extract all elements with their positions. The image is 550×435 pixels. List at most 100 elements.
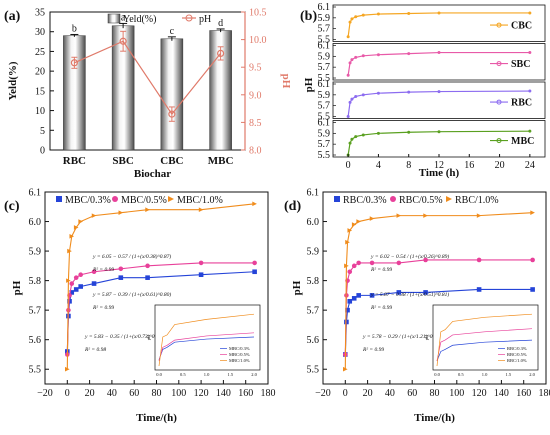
data-point (407, 90, 411, 94)
legend-label: SBC (511, 59, 530, 70)
legend-label: CBC (511, 21, 532, 32)
data-point (198, 207, 204, 213)
data-point (350, 97, 354, 101)
inset-y-label: pH (424, 334, 429, 340)
y-tick-label: 6.1 (318, 41, 331, 52)
fit-r2: R² = 0.99 (370, 305, 392, 311)
y-tick-label: 25 (35, 47, 45, 58)
data-point (78, 219, 83, 224)
legend-marker (168, 196, 174, 202)
data-point (345, 307, 350, 313)
x-tick-label: 80 (152, 388, 162, 399)
x-tick-label: 120 (472, 388, 487, 399)
y2-tick-label: 8.0 (249, 146, 262, 157)
inset-legend-label: RBC/1.0% (507, 358, 527, 363)
data-point (65, 366, 70, 372)
fit-equation: y = 5.87 − 0.39 / (1+(x/0.61)^0.80) (92, 291, 171, 298)
y-tick-label: 5.7 (29, 306, 42, 317)
y-tick-label: 6.1 (307, 188, 320, 199)
inset-x-tick-label: 2.0 (529, 372, 535, 377)
subplot-frame (332, 4, 546, 42)
fit-equation: y = 6.02 − 0.54 / (1+(x/0.26)^0.89) (370, 253, 449, 260)
x-tick-label: 140 (494, 388, 509, 399)
significance-letter: c (170, 26, 175, 37)
inset-x-tick-label: 1.0 (204, 372, 210, 377)
legend-label: RBC/0.5% (399, 195, 443, 206)
x-tick-label: −20 (37, 388, 53, 399)
data-point (350, 58, 354, 62)
y-tick-label: 5.9 (318, 90, 331, 101)
bar (63, 35, 86, 151)
inset-x-tick-label: 1.5 (505, 372, 511, 377)
data-point (361, 133, 365, 137)
x-tick-label: 180 (261, 388, 276, 399)
y-tick-label: 6.1 (318, 118, 331, 129)
data-point (351, 296, 357, 301)
legend-swatch-ph-point (185, 14, 193, 22)
y-tick-label: 5.9 (318, 51, 331, 62)
legend-marker (334, 196, 340, 202)
data-point (145, 263, 150, 269)
fit-equation: y = 5.78 − 0.29 / (1+(x/1.21)^0.66) (362, 333, 441, 340)
panel-a: (a) 0 5 10 15 20 25 30 35 8.0 8.5 9.0 9.5 10.0 10.5 Yel… (4, 8, 292, 181)
data-point (73, 287, 79, 292)
data-point (348, 141, 352, 145)
data-point (407, 130, 411, 134)
y-tick-label: 6.0 (307, 217, 320, 228)
y-tick-label: 5.7 (307, 306, 320, 317)
y-tick-label: 5.5 (307, 365, 320, 376)
data-point (73, 225, 79, 230)
data-point (376, 131, 380, 135)
data-point (346, 35, 350, 39)
legend-label: MBC/1.0% (177, 195, 223, 206)
inset-series-line (436, 313, 533, 367)
data-point (361, 13, 365, 17)
data-point (437, 11, 441, 15)
x-tick-label: 160 (238, 388, 253, 399)
data-point (437, 51, 441, 55)
x-tick-label: 0 (346, 160, 351, 171)
data-point (252, 201, 257, 207)
y-axis-label: pH (11, 280, 23, 295)
y-tick-label: 5.5 (318, 73, 331, 84)
data-point (91, 269, 97, 275)
data-point (361, 54, 365, 58)
data-point (118, 275, 124, 280)
data-point (437, 90, 441, 94)
data-point (252, 269, 257, 275)
x-tick-label: 4 (376, 160, 381, 171)
legend-label-ph: pH (199, 14, 211, 25)
data-point (78, 284, 83, 289)
data-point (476, 287, 482, 292)
legend-marker (496, 138, 502, 144)
significance-letter: a (121, 12, 126, 23)
y-tick-label: 5.5 (318, 112, 331, 123)
inset-x-tick-label: 0.5 (180, 372, 186, 377)
data-point (354, 15, 358, 19)
x-tick-label: 100 (171, 388, 186, 399)
fit-equation: y = 5.87 − 0.38 / (1+(x/0.51)^0.81) (370, 291, 449, 298)
x-axis-label: Time/(h) (136, 412, 177, 424)
data-point (350, 137, 354, 141)
y-tick-label: 5.5 (318, 35, 331, 46)
series-line (347, 90, 530, 117)
inset-frame (432, 304, 539, 371)
panel-label: (a) (4, 9, 21, 24)
significance-letter: d (218, 18, 223, 29)
y-axis-label: pH (291, 280, 303, 295)
data-point (198, 260, 204, 266)
legend-marker (496, 22, 502, 28)
data-point (145, 275, 150, 280)
inset-series-line (158, 313, 255, 367)
data-point (346, 115, 350, 118)
x-tick-label: 20 (363, 388, 373, 399)
fit-r2: R² = 0.99 (370, 267, 392, 273)
y-axis-label: Yeld(%) (7, 61, 19, 100)
legend-label: RBC (511, 98, 532, 109)
fit-equation: y = 6.05 − 0.57 / (1+(x/0.38)^0.87) (92, 253, 171, 260)
y2-tick-label: 8.5 (249, 118, 262, 129)
data-point (376, 53, 380, 57)
data-point (69, 234, 75, 239)
data-point (396, 213, 402, 218)
inset-series-line (436, 339, 533, 361)
